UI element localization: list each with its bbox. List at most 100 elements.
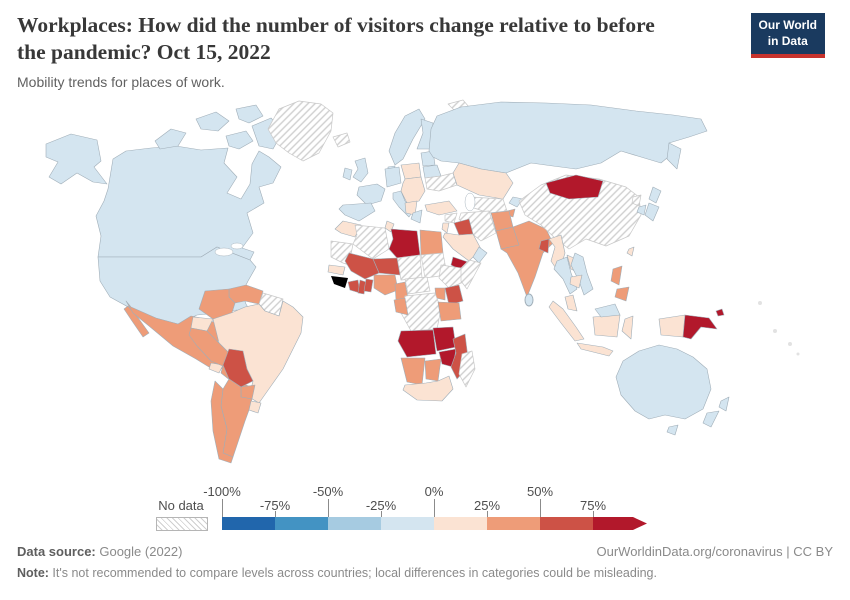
country-australia[interactable] <box>615 344 712 420</box>
country-malaysia-borneo[interactable] <box>594 303 621 318</box>
country-mexico-baja[interactable] <box>123 305 150 338</box>
owid-logo-line1: Our World <box>758 18 817 32</box>
country-cambodia[interactable] <box>569 274 583 289</box>
country-iran[interactable] <box>458 210 497 242</box>
country-alaska[interactable] <box>45 133 108 185</box>
country-south-africa[interactable] <box>402 375 454 402</box>
owid-site-link[interactable]: OurWorldinData.org/coronavirus | CC BY <box>596 544 833 559</box>
country-uzbekistan-turkmenistan[interactable] <box>470 196 508 214</box>
country-finland[interactable] <box>416 118 434 150</box>
country-botswana[interactable] <box>424 358 442 382</box>
country-morocco[interactable] <box>334 220 362 238</box>
country-madagascar[interactable] <box>458 350 476 388</box>
country-south-korea[interactable] <box>636 204 647 216</box>
country-spain-portugal[interactable] <box>338 202 376 222</box>
owid-logo[interactable]: Our World in Data <box>750 13 825 59</box>
country-senegal[interactable] <box>327 264 346 276</box>
country-kenya[interactable] <box>444 284 464 306</box>
country-germany[interactable] <box>384 166 402 188</box>
country-pakistan[interactable] <box>495 226 520 250</box>
country-bolivia[interactable] <box>222 348 254 388</box>
country-new-zealand[interactable] <box>702 410 720 428</box>
country-russia-kamchatka[interactable] <box>666 142 682 170</box>
country-zambia[interactable] <box>432 326 457 352</box>
legend-segment[interactable] <box>275 517 328 530</box>
legend-tick-line <box>593 511 594 517</box>
country-canada[interactable] <box>95 145 282 261</box>
country-greenland[interactable] <box>267 100 334 162</box>
country-israel-jordan[interactable] <box>441 222 450 234</box>
legend-segment[interactable] <box>381 517 434 530</box>
country-arctic-island[interactable] <box>225 130 254 150</box>
country-iceland[interactable] <box>332 132 351 148</box>
data-source: Data source: Google (2022) <box>17 544 182 559</box>
country-chile[interactable] <box>210 380 234 464</box>
country-somalia[interactable] <box>460 259 482 290</box>
country-new-zealand[interactable] <box>718 396 730 412</box>
country-mali[interactable] <box>344 252 380 280</box>
country-australia-tasmania[interactable] <box>666 424 679 436</box>
country-indonesia-java[interactable] <box>576 342 614 357</box>
country-japan[interactable] <box>644 202 660 222</box>
legend-segment[interactable] <box>540 517 593 530</box>
country-indonesia-kalimantan[interactable] <box>592 314 621 338</box>
country-philippines-luzon[interactable] <box>610 265 623 286</box>
legend-tick-line <box>381 511 382 517</box>
country-sri-lanka[interactable] <box>524 293 534 307</box>
country-ireland[interactable] <box>342 167 353 181</box>
country-poland[interactable] <box>400 162 422 180</box>
legend-segment[interactable] <box>222 517 275 530</box>
country-ethiopia[interactable] <box>438 264 467 289</box>
country-chad[interactable] <box>396 254 423 281</box>
header: Workplaces: How did the number of visito… <box>17 12 757 90</box>
country-malaysia[interactable] <box>564 294 578 312</box>
legend-segment[interactable] <box>487 517 540 530</box>
country-arctic-island[interactable] <box>235 104 264 124</box>
country-indonesia-sulawesi[interactable] <box>621 315 634 340</box>
country-turkey[interactable] <box>424 200 458 216</box>
country-togo-benin[interactable] <box>363 278 374 293</box>
country-algeria[interactable] <box>352 224 390 260</box>
country-egypt[interactable] <box>419 229 444 256</box>
country-greece[interactable] <box>410 209 423 224</box>
country-colombia[interactable] <box>198 288 236 320</box>
country-nigeria[interactable] <box>373 274 399 296</box>
country-indonesia-sumatra[interactable] <box>548 300 585 342</box>
country-uruguay[interactable] <box>248 400 262 414</box>
legend-segment[interactable] <box>328 517 381 530</box>
country-arctic-island[interactable] <box>195 111 230 132</box>
country-venezuela[interactable] <box>228 284 264 305</box>
country-tanzania[interactable] <box>437 301 462 322</box>
country-taiwan[interactable] <box>626 246 635 257</box>
legend-segment[interactable] <box>434 517 487 530</box>
no-data-swatch[interactable] <box>156 517 208 531</box>
country-papua-new-guinea[interactable] <box>682 314 718 340</box>
legend-tick: -100% <box>203 484 241 499</box>
country-north-korea[interactable] <box>631 194 642 207</box>
country-central-europe[interactable] <box>400 176 426 204</box>
country-vietnam[interactable] <box>570 252 594 296</box>
country-norway-sweden[interactable] <box>388 108 426 166</box>
country-congo-gabon[interactable] <box>393 297 409 316</box>
legend-color-bar[interactable] <box>222 517 647 530</box>
country-philippines-mindanao[interactable] <box>614 286 630 302</box>
country-kyrgyzstan[interactable] <box>508 196 524 208</box>
country-bangladesh[interactable] <box>538 238 550 254</box>
country-uk[interactable] <box>352 157 369 183</box>
country-angola[interactable] <box>397 329 437 358</box>
country-png-islands[interactable] <box>715 308 725 317</box>
country-indonesia-papua[interactable] <box>658 314 686 338</box>
note-label: Note: <box>17 566 49 580</box>
legend-tick: -75% <box>259 498 291 513</box>
country-japan[interactable] <box>648 186 662 204</box>
country-libya[interactable] <box>388 228 421 259</box>
country-central-african-republic[interactable] <box>404 276 431 295</box>
country-arctic-island[interactable] <box>154 128 187 150</box>
country-france[interactable] <box>356 183 386 206</box>
country-mongolia[interactable] <box>545 174 604 200</box>
legend-segment-arrow[interactable] <box>593 517 647 530</box>
country-syria[interactable] <box>444 212 458 224</box>
country-namibia[interactable] <box>400 357 426 386</box>
country-guinea[interactable] <box>331 276 348 288</box>
country-russia[interactable] <box>428 101 708 174</box>
